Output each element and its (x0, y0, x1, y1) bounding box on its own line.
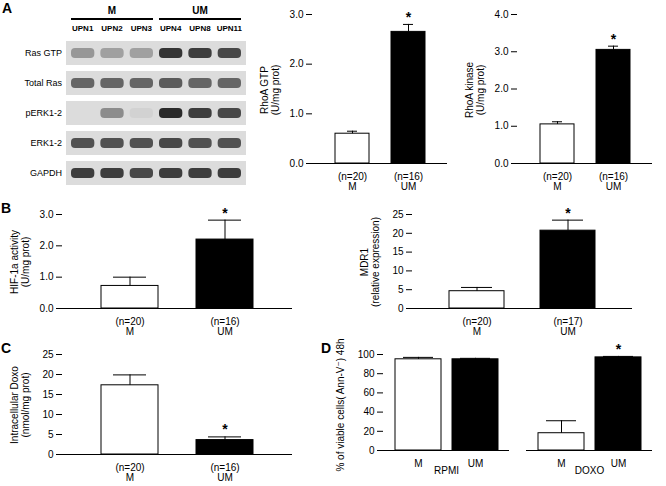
svg-text:15: 15 (392, 246, 404, 257)
html-text:HIF-1a activity (U/mg prot): HIF-1a activity (U/mg prot) (9, 230, 31, 294)
svg-text:(n=20)M: (n=20)M (338, 171, 367, 192)
svg-text:UM: UM (192, 5, 208, 16)
svg-text:UPN2: UPN2 (101, 24, 123, 33)
html-text:D: D (321, 340, 332, 356)
svg-text:5: 5 (48, 429, 54, 440)
svg-text:3.0: 3.0 (40, 209, 54, 220)
svg-text:100: 100 (358, 349, 375, 360)
svg-text:2.0: 2.0 (40, 240, 54, 251)
svg-text:2.0: 2.0 (495, 83, 509, 94)
svg-text:20: 20 (392, 228, 404, 239)
svg-text:0: 0 (398, 303, 404, 314)
html-text:% of viable cells( Ann-V⁻) 48h: % of viable cells( Ann-V⁻) 48h (334, 338, 346, 472)
svg-text:UPN8: UPN8 (189, 24, 211, 33)
svg-text:0.0: 0.0 (290, 158, 304, 169)
svg-text:*: * (222, 205, 228, 221)
svg-text:80: 80 (363, 368, 375, 379)
html-text:C: C (1, 340, 12, 356)
svg-text:DOXO: DOXO (575, 465, 605, 476)
svg-text:(n=20)M: (n=20)M (115, 462, 144, 483)
svg-text:25: 25 (392, 209, 404, 220)
svg-text:20: 20 (42, 369, 54, 380)
svg-text:0.0: 0.0 (40, 303, 54, 314)
svg-text:(n=16)UM: (n=16)UM (210, 316, 239, 337)
svg-text:0: 0 (369, 445, 375, 456)
svg-text:Ras GTP: Ras GTP (25, 48, 62, 58)
svg-text:*: * (611, 31, 617, 47)
svg-text:1.0: 1.0 (495, 120, 509, 131)
svg-text:*: * (565, 205, 571, 221)
svg-text:1.0: 1.0 (290, 108, 304, 119)
svg-text:3.0: 3.0 (290, 9, 304, 20)
html-text:MDR1 (relative expression): MDR1 (relative expression) (359, 217, 381, 307)
svg-text:ERK1-2: ERK1-2 (30, 138, 62, 148)
svg-text:(n=16)UM: (n=16)UM (394, 171, 423, 192)
svg-text:GAPDH: GAPDH (30, 168, 62, 178)
svg-text:10: 10 (392, 265, 404, 276)
svg-text:25: 25 (42, 349, 54, 360)
svg-text:UPN1: UPN1 (72, 24, 94, 33)
svg-text:*: * (616, 341, 622, 357)
svg-text:M: M (557, 458, 565, 469)
html-text:RhoA kinase (U/mg prot): RhoA kinase (U/mg prot) (464, 61, 486, 118)
svg-text:(n=20)M: (n=20)M (543, 171, 572, 192)
svg-text:UM: UM (611, 458, 627, 469)
svg-text:15: 15 (42, 389, 54, 400)
svg-text:*: * (406, 9, 412, 25)
svg-text:UM: UM (468, 458, 484, 469)
svg-text:Total Ras: Total Ras (24, 78, 62, 88)
html-text:RhoA GTP (U/mg prot): RhoA GTP (U/mg prot) (259, 64, 281, 115)
svg-text:(n=17)UM: (n=17)UM (553, 316, 582, 337)
svg-text:3.0: 3.0 (495, 46, 509, 57)
svg-text:*: * (222, 421, 228, 437)
svg-text:2.0: 2.0 (290, 58, 304, 69)
html-text:A: A (2, 0, 13, 16)
svg-text:RPMI: RPMI (434, 465, 459, 476)
svg-text:(n=16)UM: (n=16)UM (599, 171, 628, 192)
svg-text:pERK1-2: pERK1-2 (25, 108, 62, 118)
html-text:B: B (1, 200, 12, 216)
svg-text:(n=20)M: (n=20)M (462, 316, 491, 337)
svg-text:UPN3: UPN3 (131, 24, 153, 33)
svg-text:10: 10 (42, 409, 54, 420)
svg-text:M: M (414, 458, 422, 469)
svg-text:M: M (108, 5, 116, 16)
svg-text:UPN11: UPN11 (217, 24, 243, 33)
html-text:Intracellular Doxo (nmol/mg pr: Intracellular Doxo (nmol/mg prot) (9, 366, 31, 444)
svg-text:40: 40 (363, 406, 375, 417)
svg-text:5: 5 (398, 284, 404, 295)
svg-text:(n=16)UM: (n=16)UM (210, 462, 239, 483)
svg-text:1.0: 1.0 (40, 271, 54, 282)
svg-text:UPN4: UPN4 (160, 24, 182, 33)
svg-text:60: 60 (363, 387, 375, 398)
svg-text:4.0: 4.0 (495, 9, 509, 20)
svg-text:0: 0 (48, 449, 54, 460)
svg-text:0.0: 0.0 (495, 158, 509, 169)
svg-text:20: 20 (363, 426, 375, 437)
svg-text:(n=20)M: (n=20)M (115, 316, 144, 337)
